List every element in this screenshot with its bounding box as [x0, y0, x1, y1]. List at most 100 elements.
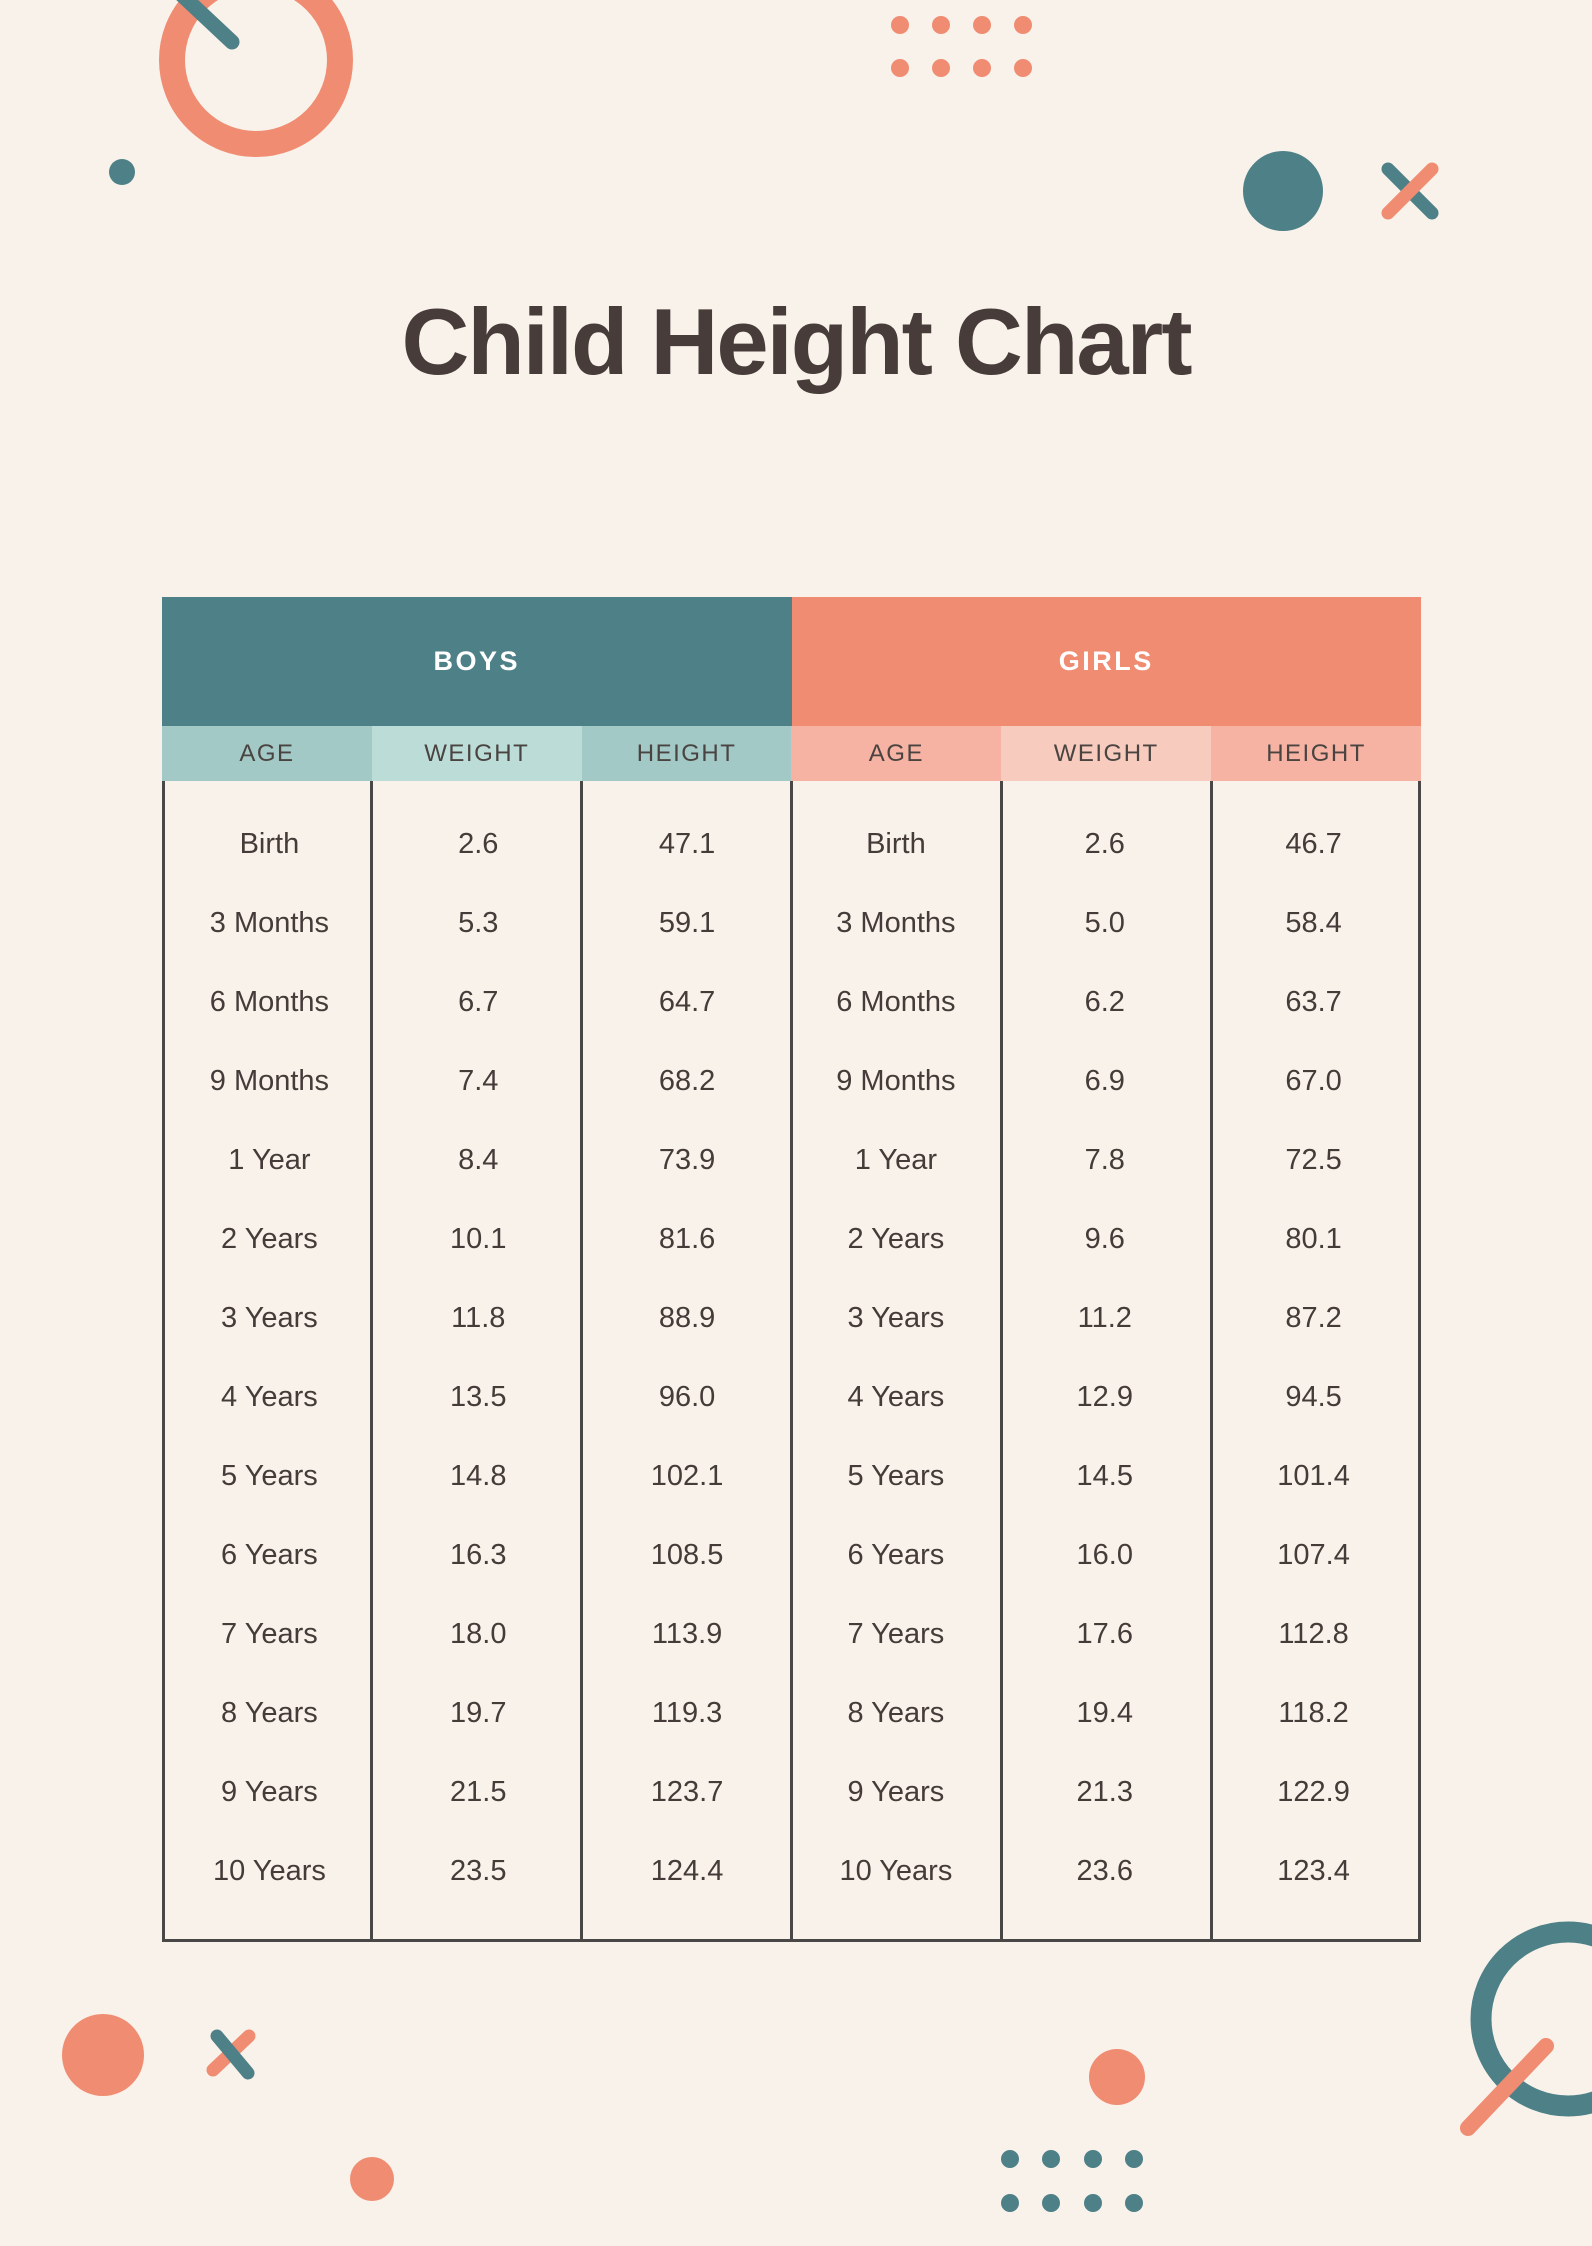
table-cell: 123.7 [650, 1776, 724, 1808]
diagonal-line-icon [176, 0, 240, 50]
table-cell: 113.9 [651, 1618, 723, 1650]
column-header-weight: WEIGHT [1001, 726, 1212, 781]
table-cell: 4 Years [847, 1381, 945, 1413]
table-cell: Birth [866, 828, 926, 860]
table-cell: 96.0 [658, 1381, 716, 1413]
table-cell: 72.5 [1285, 1144, 1342, 1176]
column-header-age: AGE [791, 726, 1002, 781]
table-group-header-row: BOYS GIRLS [162, 597, 1421, 726]
dot-icon [350, 2157, 394, 2201]
table-cell: 3 Months [836, 907, 956, 939]
column-divider [580, 781, 583, 1939]
table-cell: 112.8 [1278, 1618, 1349, 1650]
table-cell: 6 Months [209, 986, 330, 1018]
table-cell: 47.1 [658, 828, 716, 860]
table-cell: 73.9 [658, 1144, 716, 1176]
table-cell: 1 Year [228, 1144, 311, 1176]
table-cell: 8 Years [221, 1697, 318, 1729]
table-cell: 5.0 [1084, 907, 1125, 939]
table-cell: 11.8 [451, 1302, 506, 1334]
table-cell: 64.7 [658, 986, 716, 1018]
circle-icon [62, 2014, 144, 2096]
table-cell: 2 Years [221, 1223, 318, 1255]
table-cell: 87.2 [1285, 1302, 1342, 1334]
table-cell: 13.5 [450, 1381, 507, 1413]
table-cell: 6.2 [1084, 986, 1125, 1018]
cross-icon [206, 2029, 256, 2080]
table-cell: 6 Years [221, 1539, 318, 1571]
table-cell: 1 Year [854, 1144, 938, 1176]
table-cell: 19.7 [450, 1697, 507, 1729]
table-cell: 118.2 [1278, 1697, 1349, 1729]
table-cell: 9 Years [847, 1776, 945, 1808]
table-cell: 122.9 [1277, 1776, 1350, 1808]
table-cell: 7.4 [458, 1065, 499, 1097]
table-cell: 2.6 [1084, 828, 1125, 860]
cross-icon [1381, 162, 1439, 220]
table-cell: 16.0 [1076, 1539, 1133, 1571]
table-cell: 46.7 [1285, 828, 1342, 860]
table-column-header-row: AGE WEIGHT HEIGHT AGE WEIGHT HEIGHT [162, 726, 1421, 781]
table-cell: 68.2 [658, 1065, 716, 1097]
table-cell: 8 Years [847, 1697, 945, 1729]
dot-icon [1089, 2049, 1145, 2105]
table-cell: 81.6 [658, 1223, 716, 1255]
table-cell: 9 Years [221, 1776, 318, 1808]
table-cell: 10 Years [212, 1855, 326, 1887]
table-cell: 12.9 [1076, 1381, 1133, 1413]
table-cell: 63.7 [1285, 986, 1342, 1018]
table-body: Birth 2.6 47.1 Birth 2.6 46.7 3 Months 5… [162, 781, 1421, 1942]
table-cell: 23.5 [450, 1855, 507, 1887]
table-cell: 5 Years [221, 1460, 318, 1492]
table-cell: 11.2 [1077, 1302, 1132, 1334]
table-cell: 9.6 [1084, 1223, 1125, 1255]
table-cell: 3 Years [221, 1302, 318, 1334]
table-cell: 5 Years [847, 1460, 945, 1492]
table-cell: 2.6 [458, 828, 499, 860]
table-cell: 9 Months [836, 1065, 956, 1097]
table-cell: 8.4 [458, 1144, 499, 1176]
table-cell: 16.3 [450, 1539, 507, 1571]
table-cell: 59.1 [658, 907, 716, 939]
dot-icon [109, 159, 135, 185]
girls-header: GIRLS [791, 597, 1421, 726]
table-cell: 94.5 [1285, 1381, 1342, 1413]
table-cell: 7 Years [847, 1618, 945, 1650]
ring-icon [1470, 1921, 1592, 2117]
table-cell: 19.4 [1076, 1697, 1133, 1729]
table-cell: 58.4 [1285, 907, 1342, 939]
table-cell: 88.9 [658, 1302, 716, 1334]
column-header-weight: WEIGHT [371, 726, 582, 781]
height-chart-table: BOYS GIRLS AGE WEIGHT HEIGHT AGE WEIGHT … [162, 597, 1421, 1942]
table-cell: 14.8 [450, 1460, 507, 1492]
table-cell: 6.7 [458, 986, 499, 1018]
table-cell: 102.1 [650, 1460, 724, 1492]
table-cell: 123.4 [1277, 1855, 1350, 1887]
column-header-age: AGE [162, 726, 372, 781]
circle-icon [1243, 151, 1323, 231]
column-divider [370, 781, 373, 1939]
column-header-height: HEIGHT [1211, 726, 1421, 781]
table-cell: 67.0 [1285, 1065, 1342, 1097]
table-cell: 2 Years [847, 1223, 945, 1255]
page-title: Child Height Chart [401, 289, 1192, 394]
table-cell: 10 Years [839, 1855, 953, 1887]
table-cell: 21.5 [450, 1776, 507, 1808]
column-divider [1210, 781, 1213, 1939]
table-cell: 6 Months [836, 986, 956, 1018]
table-cell: 4 Years [221, 1381, 318, 1413]
table-cell: 6 Years [847, 1539, 945, 1571]
table-cell: Birth [239, 828, 300, 860]
diagonal-line-icon [1460, 2038, 1554, 2136]
table-cell: 21.3 [1076, 1776, 1133, 1808]
table-cell: 18.0 [450, 1618, 507, 1650]
table-cell: 119.3 [651, 1697, 723, 1729]
dots-grid-icon [891, 16, 1032, 77]
table-cell: 124.4 [650, 1855, 724, 1887]
table-cell: 7.8 [1084, 1144, 1125, 1176]
table-cell: 3 Years [847, 1302, 945, 1334]
column-divider [1000, 781, 1003, 1939]
table-cell: 10.1 [450, 1223, 507, 1255]
column-header-height: HEIGHT [581, 726, 792, 781]
